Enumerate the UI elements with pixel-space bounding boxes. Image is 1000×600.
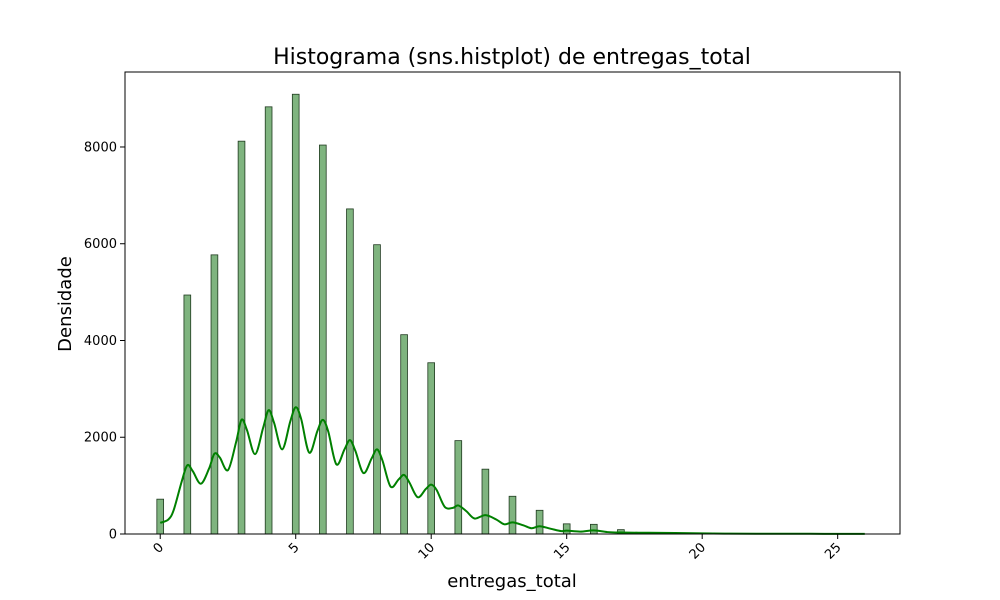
bar-9 bbox=[400, 334, 408, 535]
y-tick-label-2000: 2000 bbox=[84, 431, 117, 446]
bar-6 bbox=[319, 144, 327, 535]
x-axis-label: entregas_total bbox=[447, 571, 577, 592]
y-tick-label-6000: 6000 bbox=[84, 237, 117, 252]
bar-0 bbox=[156, 498, 165, 535]
plot-frame bbox=[124, 71, 901, 535]
bar-11 bbox=[454, 440, 463, 535]
x-tick-label-0: 0 bbox=[151, 540, 167, 556]
bar-5 bbox=[291, 93, 300, 535]
bar-13 bbox=[508, 495, 517, 535]
x-tick-label-20: 20 bbox=[687, 540, 709, 562]
bar-16 bbox=[590, 523, 598, 535]
bar-12 bbox=[481, 468, 490, 535]
x-tick-label-15: 15 bbox=[551, 540, 573, 562]
bars-group bbox=[156, 93, 869, 535]
y-axis-ticks: 0 2000 4000 6000 8000 bbox=[84, 140, 125, 543]
x-tick-label-5: 5 bbox=[286, 540, 302, 556]
bar-1 bbox=[183, 294, 192, 535]
bar-10 bbox=[427, 362, 435, 535]
bar-14 bbox=[535, 509, 544, 535]
x-tick-label-10: 10 bbox=[416, 540, 438, 562]
x-tick-label-25: 25 bbox=[822, 540, 844, 562]
kde-line bbox=[159, 406, 865, 535]
bar-4 bbox=[264, 106, 273, 535]
bar-7 bbox=[346, 208, 354, 535]
y-axis-label: Densidade bbox=[55, 256, 76, 352]
chart-title: Histograma (sns.histplot) de entregas_to… bbox=[273, 45, 751, 70]
bar-15 bbox=[562, 523, 571, 535]
bar-2 bbox=[210, 254, 219, 535]
bar-3 bbox=[237, 140, 246, 535]
bar-8 bbox=[373, 244, 381, 535]
y-tick-label-8000: 8000 bbox=[84, 140, 117, 155]
y-tick-label-0: 0 bbox=[109, 528, 117, 543]
y-tick-label-4000: 4000 bbox=[84, 334, 117, 349]
x-axis-ticks: 0 5 10 15 20 25 bbox=[151, 534, 845, 563]
